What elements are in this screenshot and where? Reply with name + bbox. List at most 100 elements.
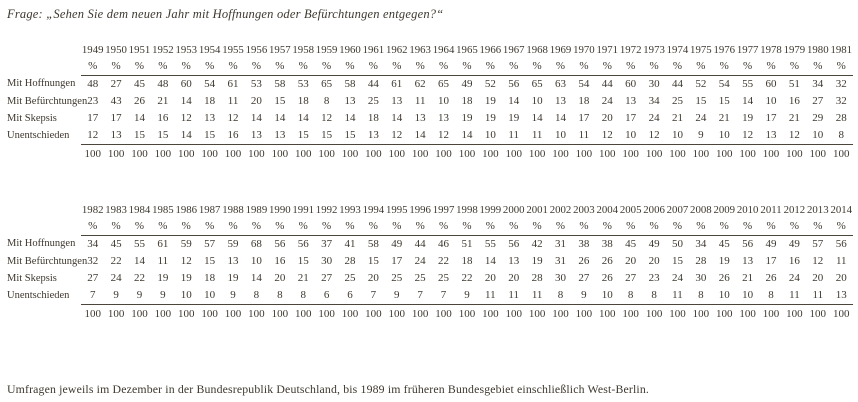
total-cell: 100 <box>81 143 105 164</box>
value-cell: 65 <box>321 78 333 90</box>
percent-sign: % <box>244 58 269 76</box>
total-cell: 100 <box>548 303 573 324</box>
value-cell: 32 <box>835 95 847 107</box>
value-cell: 9 <box>230 289 236 301</box>
value-cell: 52 <box>695 78 707 90</box>
percent-sign: % <box>385 58 409 76</box>
year-header: 1996 <box>409 203 431 216</box>
value-cell: 7 <box>89 289 96 301</box>
value-cell: 18 <box>297 95 309 107</box>
value-cell: 14 <box>180 95 192 107</box>
value-cell: 44 <box>367 78 379 90</box>
value-cell: 48 <box>87 78 99 90</box>
value-cell: 24 <box>695 112 707 124</box>
year-header: 1984 <box>128 203 151 216</box>
percent-sign: % <box>151 218 175 236</box>
year-header: 1983 <box>105 203 127 216</box>
value-cell: 10 <box>742 289 754 301</box>
value-cell: 51 <box>461 238 473 250</box>
total-cell: 100 <box>525 303 549 324</box>
percent-sign: % <box>595 218 619 236</box>
year-header: 1982 <box>81 203 104 216</box>
total-cell: 100 <box>782 143 807 164</box>
total-cell: 100 <box>268 303 292 324</box>
percent-sign: % <box>174 58 198 76</box>
value-cell: 11 <box>531 289 543 301</box>
percent-sign: % <box>829 218 853 236</box>
value-cell: 29 <box>812 112 824 124</box>
value-cell: 19 <box>742 112 754 124</box>
value-cell: 8 <box>277 289 283 301</box>
value-cell: 56 <box>297 238 309 250</box>
year-header: 1980 <box>807 43 829 56</box>
percent-sign: % <box>712 58 736 76</box>
value-cell: 27 <box>321 272 333 284</box>
year-header: 2006 <box>643 203 665 216</box>
value-cell: 14 <box>250 272 262 284</box>
total-cell: 100 <box>81 303 105 324</box>
percent-sign: % <box>735 218 760 236</box>
value-cell: 17 <box>765 112 777 124</box>
value-cell: 63 <box>555 78 566 90</box>
value-cell: 13 <box>110 129 122 141</box>
value-cell: 15 <box>671 255 683 267</box>
value-cell: 10 <box>765 95 777 107</box>
total-cell: 100 <box>712 303 736 324</box>
value-cell: 21 <box>788 112 800 124</box>
total-cell: 100 <box>478 303 503 324</box>
row-label: Mit Befürchtungen <box>7 255 88 267</box>
value-cell: 11 <box>531 129 543 141</box>
percent-sign: % <box>548 218 573 236</box>
value-cell: 14 <box>250 112 262 124</box>
value-cell: 34 <box>695 238 707 250</box>
total-cell: 100 <box>759 143 783 164</box>
percent-sign: % <box>502 218 526 236</box>
value-cell: 17 <box>391 255 403 267</box>
value-cell: 20 <box>367 272 379 284</box>
value-cell: 57 <box>204 238 216 250</box>
total-cell: 100 <box>104 143 128 164</box>
value-cell: 15 <box>133 129 145 141</box>
percent-sign: % <box>806 58 830 76</box>
value-cell: 57 <box>812 238 824 250</box>
value-cell: 25 <box>414 272 426 284</box>
value-cell: 20 <box>484 272 496 284</box>
value-cell: 8 <box>838 129 845 141</box>
value-cell: 10 <box>180 289 192 301</box>
total-cell: 100 <box>174 143 198 164</box>
value-cell: 16 <box>788 95 800 107</box>
value-cell: 13 <box>765 129 777 141</box>
value-cell: 55 <box>133 238 145 250</box>
value-cell: 18 <box>578 95 590 107</box>
percent-sign: % <box>782 58 807 76</box>
row-label: Unentschieden <box>7 289 70 301</box>
year-header: 1993 <box>339 203 361 216</box>
survey-table-1982-2014: 1982 1983 1984 1985 1986 1987 1988 1989 1990 1991… <box>5 201 853 324</box>
percent-sign: % <box>478 58 503 76</box>
total-cell: 100 <box>595 143 619 164</box>
percent-sign: % <box>314 58 339 76</box>
value-cell: 15 <box>204 255 216 267</box>
corner-cell <box>5 304 81 324</box>
value-cell: 18 <box>367 112 379 124</box>
value-cell: 15 <box>204 129 216 141</box>
percent-sign: % <box>291 218 315 236</box>
value-cell: 14 <box>297 112 309 124</box>
value-cell: 50 <box>671 238 683 250</box>
year-header: 1985 <box>152 203 174 216</box>
value-cell: 9 <box>581 289 587 301</box>
value-cell: 17 <box>578 112 590 124</box>
total-cell: 100 <box>221 143 245 164</box>
year-header: 1977 <box>736 43 759 56</box>
value-cell: 55 <box>484 238 496 250</box>
year-header: 1966 <box>479 43 502 56</box>
value-cell: 34 <box>812 78 824 90</box>
percent-sign: % <box>712 218 736 236</box>
value-cell: 7 <box>440 289 447 301</box>
value-cell: 14 <box>391 112 403 124</box>
year-header: 2012 <box>783 203 806 216</box>
value-cell: 20 <box>648 255 660 267</box>
value-cell: 8 <box>323 95 330 107</box>
value-cell: 15 <box>297 129 309 141</box>
total-cell: 100 <box>806 303 830 324</box>
